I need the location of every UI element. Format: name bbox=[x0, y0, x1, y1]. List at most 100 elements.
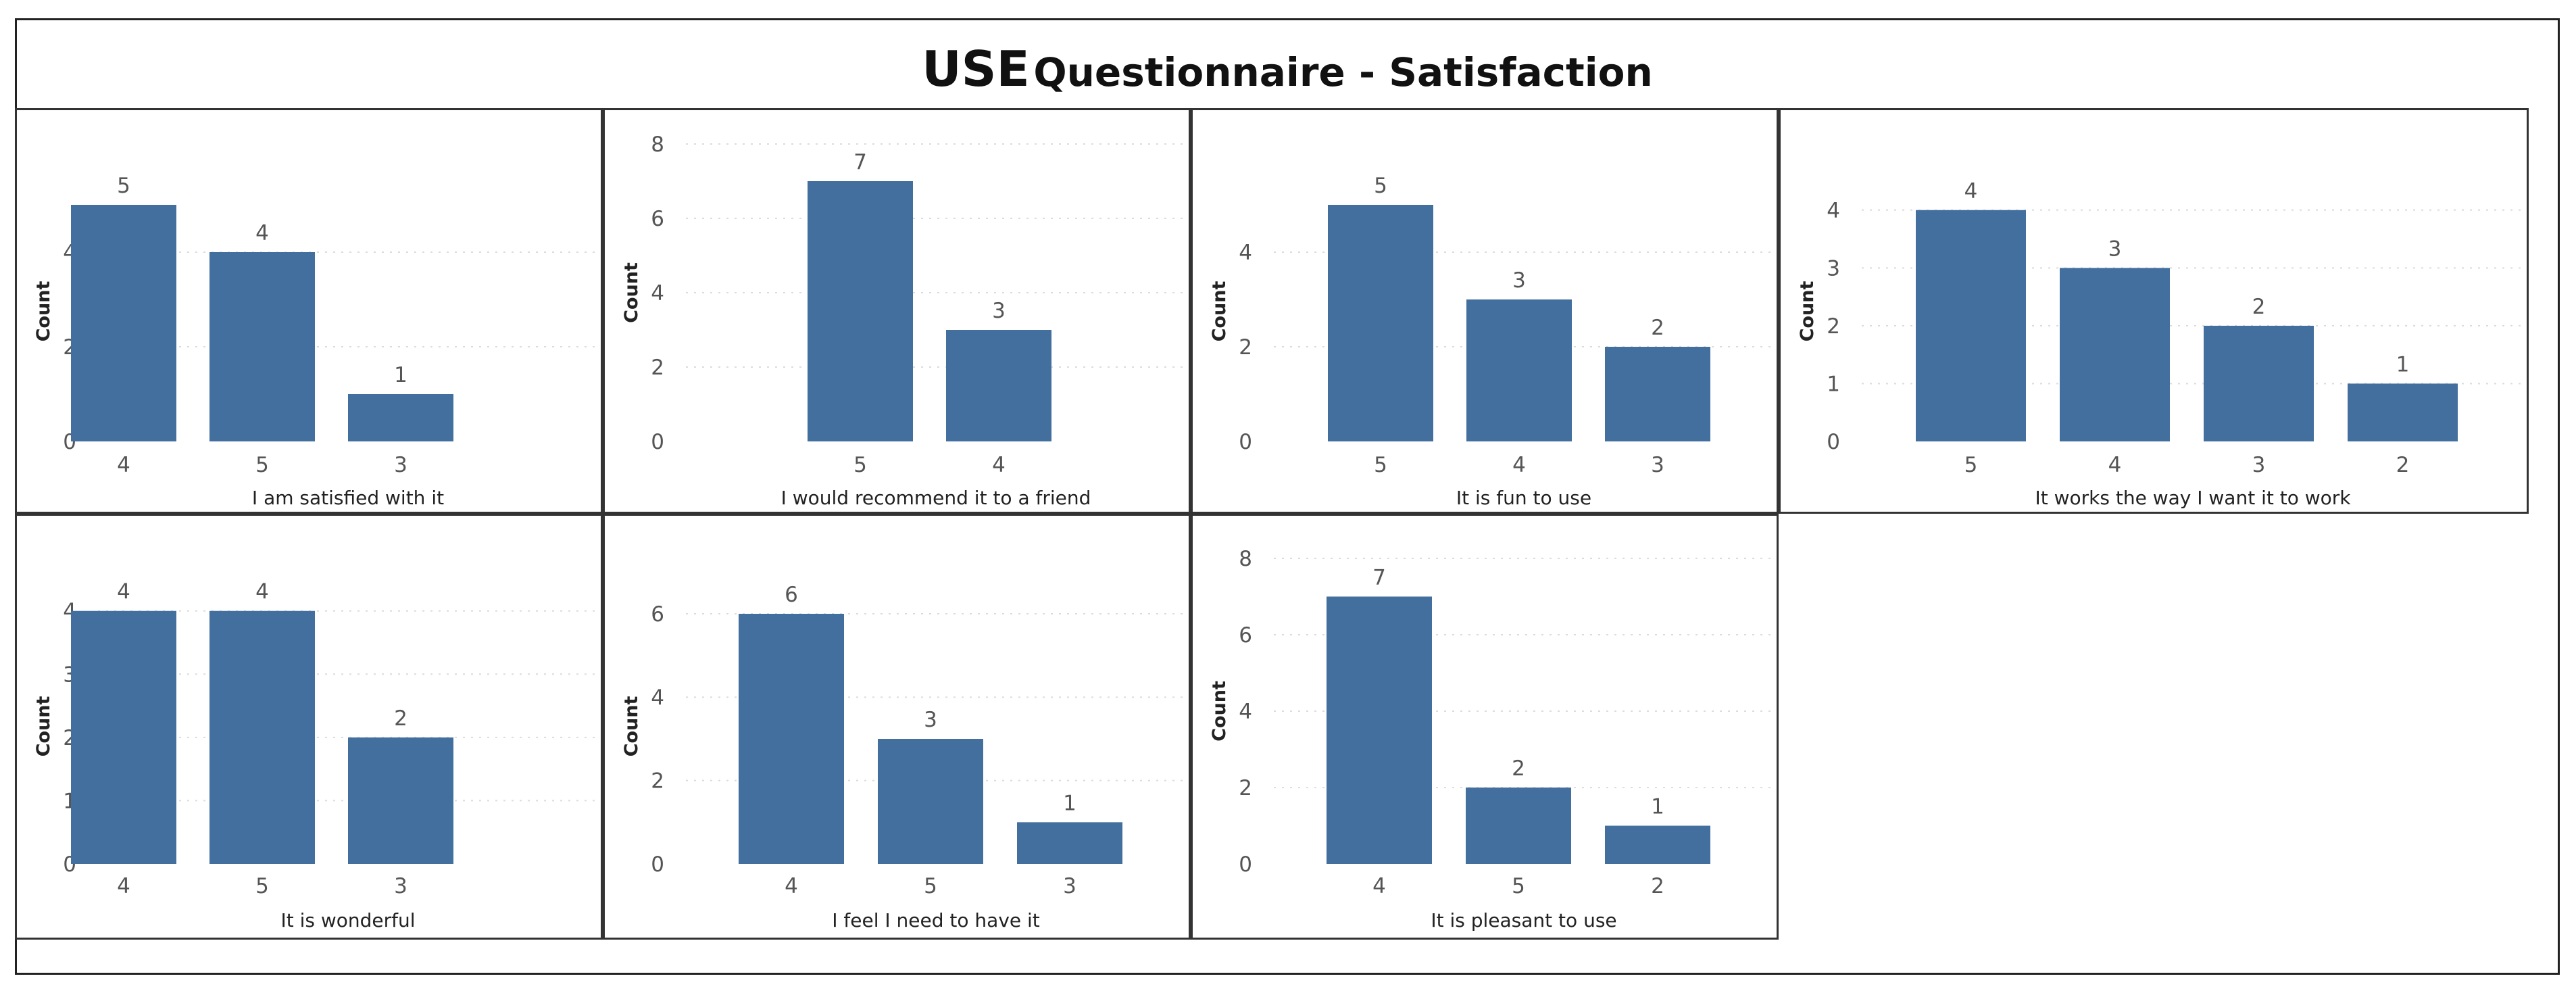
bar[interactable] bbox=[878, 739, 983, 864]
x-tick-label: 4 bbox=[117, 453, 130, 477]
data-label: 4 bbox=[255, 580, 269, 604]
y-tick-label: 0 bbox=[651, 430, 664, 454]
chart-panel-need[interactable]: 0 2 4 6 Count 6 4 3 5 1 3 I feel I need to have it bbox=[603, 514, 1191, 940]
x-tick-label: 5 bbox=[924, 874, 937, 898]
y-tick-label: 0 bbox=[651, 852, 664, 877]
data-label: 2 bbox=[394, 706, 407, 731]
bar[interactable] bbox=[808, 181, 913, 441]
data-label: 1 bbox=[1651, 795, 1664, 819]
data-label: 4 bbox=[255, 221, 269, 245]
x-tick-label: 3 bbox=[394, 453, 407, 477]
bar[interactable] bbox=[1466, 788, 1571, 864]
data-label: 6 bbox=[785, 583, 798, 607]
y-tick-label: 6 bbox=[1239, 623, 1252, 648]
x-tick-label: 4 bbox=[2108, 453, 2122, 477]
data-label: 1 bbox=[394, 363, 407, 387]
y-axis-title: Count bbox=[621, 262, 642, 323]
chart-panel-fun[interactable]: 0 2 4 Count 5 5 3 4 2 3 It is fun to use bbox=[1191, 108, 1779, 514]
x-tick-label: 3 bbox=[1651, 453, 1664, 477]
page-title-prefix: USE bbox=[922, 41, 1030, 97]
y-tick-label: 4 bbox=[651, 281, 664, 306]
y-tick-label: 8 bbox=[1239, 547, 1252, 571]
y-axis-title: Count bbox=[621, 696, 642, 757]
bar[interactable] bbox=[2348, 383, 2458, 441]
data-label: 2 bbox=[1512, 756, 1525, 781]
y-axis-title: Count bbox=[33, 696, 54, 757]
x-axis-title: It is wonderful bbox=[280, 909, 415, 932]
bar[interactable] bbox=[1327, 596, 1432, 865]
data-label: 3 bbox=[1512, 268, 1526, 293]
bar[interactable] bbox=[348, 394, 453, 441]
data-label: 7 bbox=[853, 150, 867, 174]
y-tick-label: 2 bbox=[651, 356, 664, 380]
y-axis-title: Count bbox=[1797, 281, 1818, 342]
chart-recommend: 0 2 4 6 8 Count 7 5 3 4 I would recommend it to a … bbox=[621, 132, 1186, 509]
data-label: 3 bbox=[992, 299, 1006, 323]
y-tick-label: 2 bbox=[1239, 776, 1252, 800]
y-tick-label: 0 bbox=[1239, 852, 1252, 877]
bar[interactable] bbox=[739, 614, 844, 864]
y-tick-label: 0 bbox=[1827, 430, 1840, 454]
bar[interactable] bbox=[71, 205, 176, 441]
data-label: 1 bbox=[1063, 791, 1076, 815]
x-axis-title: I feel I need to have it bbox=[832, 909, 1040, 932]
x-tick-label: 3 bbox=[1063, 874, 1076, 898]
chart-panel-wonderful[interactable]: 0 1 2 3 4 Count 4 4 4 5 2 3 It is wonderful bbox=[15, 514, 603, 940]
data-label: 1 bbox=[2396, 352, 2410, 377]
chart-panel-pleasant[interactable]: 0 2 4 6 8 Count 7 4 2 5 1 2 It is pleasant to use bbox=[1191, 514, 1779, 940]
page-title-rest: Questionnaire - Satisfaction bbox=[1033, 49, 1653, 95]
y-tick-label: 0 bbox=[1239, 430, 1252, 454]
data-label: 5 bbox=[117, 174, 130, 198]
x-tick-label: 2 bbox=[2396, 453, 2410, 477]
y-tick-label: 6 bbox=[651, 207, 664, 231]
x-tick-label: 3 bbox=[394, 874, 407, 898]
chart-panel-satisfied[interactable]: 0 2 4 Count 5 4 4 5 1 3 I am satisfied with it bbox=[15, 108, 603, 514]
x-tick-label: 4 bbox=[992, 453, 1006, 477]
x-tick-label: 5 bbox=[255, 453, 269, 477]
bar[interactable] bbox=[209, 252, 315, 441]
bar[interactable] bbox=[209, 610, 315, 864]
chart-panel-works[interactable]: 0 1 2 3 4 Count 4 5 3 4 2 3 1 2 It works the way I wan… bbox=[1779, 108, 2529, 514]
bar[interactable] bbox=[1605, 347, 1710, 441]
y-tick-label: 3 bbox=[1827, 256, 1840, 281]
y-tick-label: 2 bbox=[1827, 314, 1840, 339]
x-axis-title: It is pleasant to use bbox=[1431, 909, 1616, 932]
data-label: 2 bbox=[1651, 316, 1664, 340]
data-label: 4 bbox=[1964, 179, 1978, 203]
chart-fun: 0 2 4 Count 5 5 3 4 2 3 It is fun to use bbox=[1209, 174, 1774, 509]
x-tick-label: 4 bbox=[117, 874, 130, 898]
x-tick-label: 5 bbox=[255, 874, 269, 898]
y-tick-label: 4 bbox=[651, 685, 664, 710]
bar[interactable] bbox=[2204, 325, 2314, 441]
y-tick-label: 1 bbox=[1827, 372, 1840, 396]
bar[interactable] bbox=[71, 610, 176, 864]
bar[interactable] bbox=[1466, 299, 1572, 441]
chart-need: 0 2 4 6 Count 6 4 3 5 1 3 I feel I need to have it bbox=[621, 583, 1186, 932]
y-tick-label: 6 bbox=[651, 602, 664, 627]
y-tick-label: 2 bbox=[651, 769, 664, 794]
bar[interactable] bbox=[348, 737, 453, 864]
bar[interactable] bbox=[2060, 268, 2170, 441]
y-axis-title: Count bbox=[33, 281, 54, 342]
chart-panel-recommend[interactable]: 0 2 4 6 8 Count 7 5 3 4 I would recommend it to a … bbox=[603, 108, 1191, 514]
bar[interactable] bbox=[1017, 822, 1122, 864]
x-axis-title: It works the way I want it to work bbox=[2035, 487, 2351, 509]
bar[interactable] bbox=[1605, 825, 1710, 865]
bar[interactable] bbox=[946, 330, 1051, 441]
y-tick-label: 8 bbox=[651, 132, 664, 157]
data-label: 5 bbox=[1374, 174, 1387, 198]
data-label: 3 bbox=[2108, 237, 2122, 261]
x-tick-label: 4 bbox=[1512, 453, 1526, 477]
x-tick-label: 4 bbox=[1372, 874, 1386, 898]
x-tick-label: 5 bbox=[1964, 453, 1978, 477]
data-label: 2 bbox=[2252, 295, 2266, 319]
x-axis-title: I am satisfied with it bbox=[252, 487, 444, 509]
x-tick-label: 5 bbox=[1374, 453, 1387, 477]
x-tick-label: 2 bbox=[1651, 874, 1664, 898]
bar[interactable] bbox=[1328, 205, 1433, 441]
x-axis-title: It is fun to use bbox=[1456, 487, 1591, 509]
chart-pleasant: 0 2 4 6 8 Count 7 4 2 5 1 2 It is pleasant to use bbox=[1209, 547, 1774, 932]
chart-works: 0 1 2 3 4 Count 4 5 3 4 2 3 1 2 It works the way I wan… bbox=[1797, 179, 2524, 509]
bar[interactable] bbox=[1916, 210, 2026, 441]
